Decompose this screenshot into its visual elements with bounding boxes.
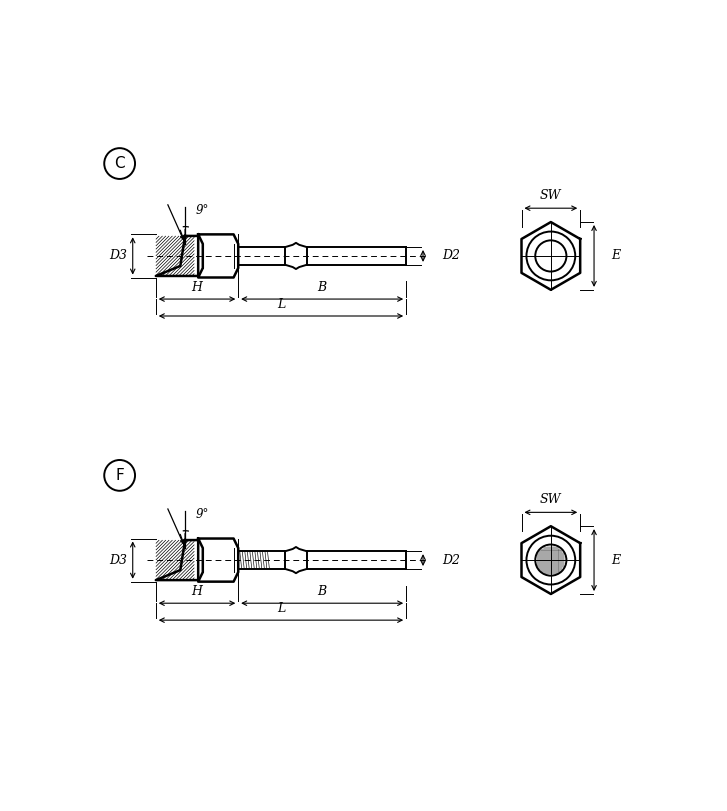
Text: E: E — [611, 554, 620, 567]
Text: C: C — [114, 156, 125, 171]
Text: D3: D3 — [109, 554, 127, 567]
Text: D3: D3 — [109, 250, 127, 263]
Text: 9°: 9° — [196, 204, 209, 217]
Text: B: B — [318, 281, 326, 294]
Text: B: B — [318, 585, 326, 598]
Text: D2: D2 — [442, 250, 460, 263]
Text: H: H — [192, 281, 202, 294]
Text: L: L — [277, 298, 285, 311]
Text: SW: SW — [540, 493, 561, 506]
Text: H: H — [192, 585, 202, 598]
Text: D2: D2 — [442, 554, 460, 567]
Text: 9°: 9° — [196, 508, 209, 521]
Text: SW: SW — [540, 189, 561, 202]
Text: F: F — [116, 468, 124, 483]
Text: L: L — [277, 602, 285, 615]
Text: E: E — [611, 250, 620, 263]
